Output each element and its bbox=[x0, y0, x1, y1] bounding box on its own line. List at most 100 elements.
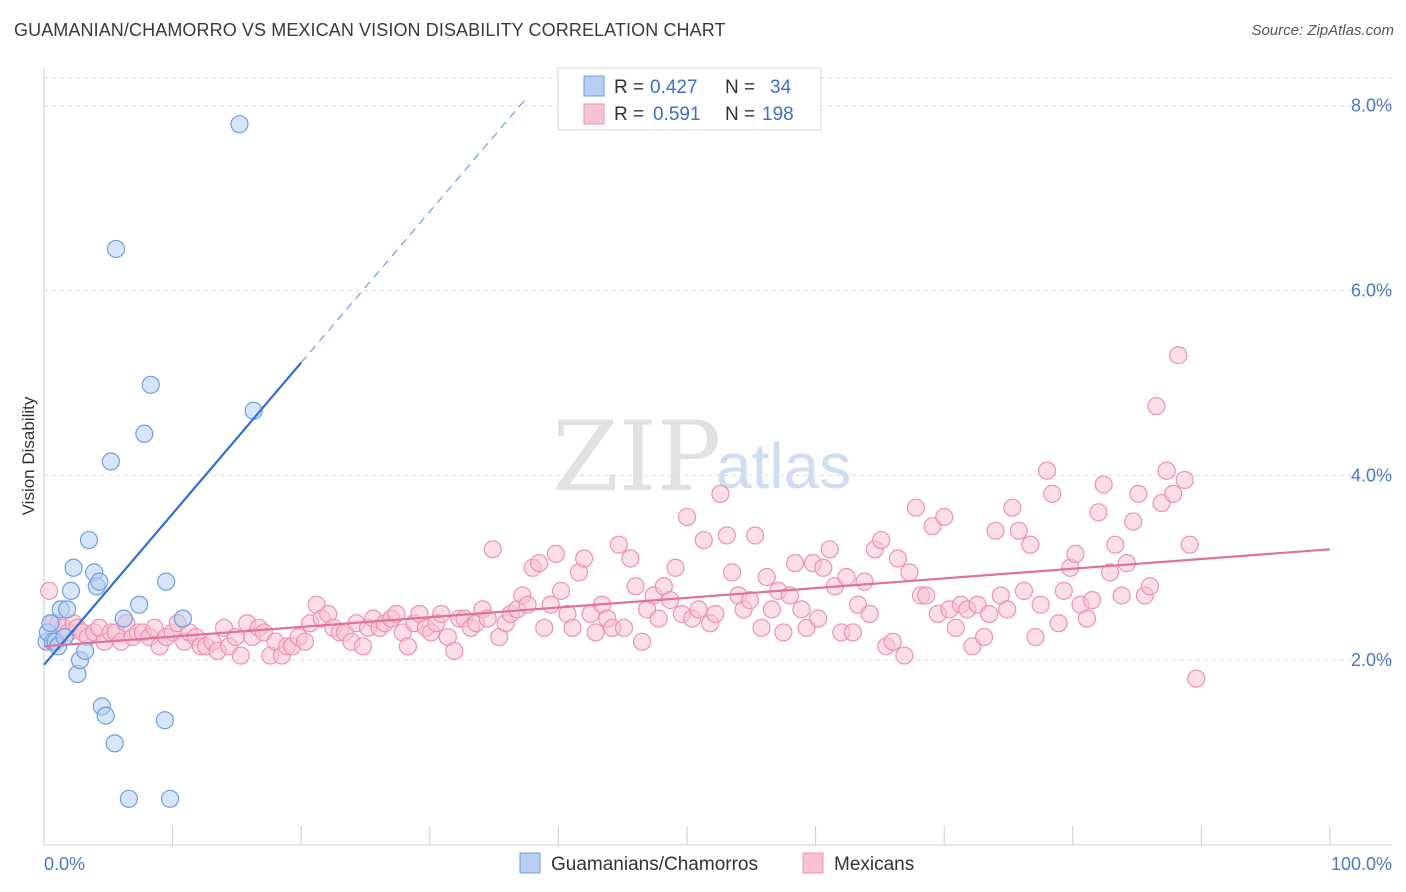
mexican-point bbox=[774, 623, 793, 642]
mexican-point bbox=[535, 618, 554, 637]
guamanian-point bbox=[160, 789, 180, 808]
mexican-point bbox=[752, 618, 771, 637]
mexican-point bbox=[860, 604, 879, 624]
mexican-point bbox=[883, 632, 902, 651]
mexican-point bbox=[632, 632, 652, 651]
mexican-point bbox=[998, 600, 1017, 619]
legend-swatch-mexicans bbox=[802, 852, 824, 874]
mexican-point bbox=[1147, 396, 1166, 416]
mexican-point bbox=[621, 549, 640, 568]
mexican-point bbox=[1054, 581, 1073, 600]
mexican-point bbox=[551, 581, 571, 600]
mexican-point bbox=[1124, 512, 1143, 531]
mexican-point bbox=[1082, 591, 1102, 610]
mexican-point bbox=[900, 563, 919, 582]
series-legend: Guamanians/Chamorros Mexicans bbox=[519, 852, 914, 875]
guamanian-point bbox=[90, 572, 109, 591]
mexican-point bbox=[1094, 475, 1113, 494]
mexican-point bbox=[935, 507, 954, 527]
guamanian-point bbox=[135, 424, 154, 443]
mexican-point bbox=[722, 563, 742, 582]
y-tick-label: 2.0% bbox=[1351, 650, 1392, 670]
mexican-point bbox=[398, 637, 418, 656]
mexican-point bbox=[353, 637, 373, 656]
mexican-point bbox=[1140, 577, 1160, 596]
mexican-point bbox=[1129, 484, 1148, 503]
mexican-point bbox=[906, 498, 926, 517]
mexican-point bbox=[762, 600, 781, 619]
mexican-point bbox=[1077, 609, 1097, 628]
mexican-point bbox=[677, 507, 697, 527]
guamanian-point bbox=[130, 595, 149, 614]
mexican-point bbox=[974, 627, 994, 647]
guamanian-point bbox=[41, 614, 60, 633]
guamanian-trend-line bbox=[43, 361, 303, 666]
guamanian-point bbox=[173, 609, 192, 628]
mexican-point bbox=[717, 526, 736, 545]
mexican-point bbox=[1089, 503, 1108, 522]
stats-n-label-blue: N = bbox=[725, 77, 755, 98]
stats-legend-swatch-pink bbox=[583, 103, 605, 125]
trend-lines bbox=[43, 97, 1331, 666]
mexican-point bbox=[946, 618, 965, 637]
legend-swatch-guamanians bbox=[519, 852, 541, 874]
series-guamanians-points bbox=[37, 115, 263, 808]
mexican-point bbox=[1037, 461, 1057, 480]
x-tick-label-min: 0.0% bbox=[44, 854, 85, 874]
mexican-point bbox=[530, 554, 549, 573]
mexican-point bbox=[986, 521, 1005, 540]
mexican-point bbox=[445, 641, 464, 661]
y-axis-tick-labels: 2.0% 4.0% 6.0% 8.0% bbox=[1351, 96, 1392, 670]
mexican-point bbox=[746, 526, 765, 545]
mexican-point bbox=[295, 632, 315, 651]
mexican-point bbox=[1187, 669, 1206, 688]
mexican-point bbox=[387, 604, 406, 624]
watermark-atlas: atlas bbox=[716, 430, 851, 502]
stats-n-value-blue: 34 bbox=[770, 77, 792, 98]
stats-n-label-pink: N = bbox=[725, 104, 755, 125]
mexican-point bbox=[1112, 586, 1131, 605]
mexican-point bbox=[757, 567, 776, 587]
watermark-zip: ZIP bbox=[552, 401, 721, 513]
chart-source: Source: ZipAtlas.com bbox=[1251, 22, 1394, 39]
guamanian-point bbox=[106, 239, 126, 259]
mexican-point bbox=[1049, 614, 1068, 633]
guamanian-point bbox=[79, 530, 99, 550]
mexican-point bbox=[740, 591, 760, 610]
guamanian-point bbox=[119, 789, 138, 808]
mexican-point bbox=[843, 623, 862, 642]
mexican-point bbox=[666, 558, 685, 577]
mexican-point bbox=[1043, 484, 1062, 503]
mexican-point bbox=[837, 567, 856, 587]
stats-n-value-pink: 198 bbox=[762, 104, 794, 125]
guamanian-point bbox=[114, 609, 133, 628]
guamanian-point bbox=[230, 115, 249, 134]
mexican-point bbox=[1169, 346, 1188, 365]
stats-r-label-pink: R = bbox=[614, 104, 644, 125]
stats-r-value-blue: 0.427 bbox=[650, 77, 698, 98]
mexican-point bbox=[546, 544, 565, 564]
mexican-point bbox=[1009, 521, 1028, 540]
x-tick-label-max: 100.0% bbox=[1331, 854, 1392, 874]
mexican-point bbox=[1106, 535, 1125, 554]
mexican-point bbox=[1026, 627, 1045, 647]
mexican-point bbox=[1031, 595, 1050, 614]
mexican-point bbox=[917, 586, 936, 605]
stats-legend-swatch-blue bbox=[583, 75, 605, 97]
mexican-point bbox=[689, 600, 708, 619]
mexican-point bbox=[895, 646, 914, 665]
mexican-point bbox=[1180, 535, 1199, 554]
legend-label-guamanians: Guamanians/Chamorros bbox=[551, 854, 758, 875]
guamanian-trend-extension bbox=[300, 97, 527, 363]
legend-label-mexicans: Mexicans bbox=[834, 854, 914, 875]
guamanian-point bbox=[155, 711, 174, 730]
guamanian-point bbox=[141, 375, 160, 394]
mexican-point bbox=[792, 600, 811, 619]
mexican-point bbox=[1014, 581, 1034, 600]
guamanian-point bbox=[55, 627, 74, 647]
mexican-point bbox=[432, 604, 451, 624]
mexican-point bbox=[40, 581, 59, 600]
mexican-point bbox=[1175, 470, 1194, 490]
watermark: ZIP atlas bbox=[552, 401, 851, 513]
mexican-point bbox=[855, 572, 874, 591]
